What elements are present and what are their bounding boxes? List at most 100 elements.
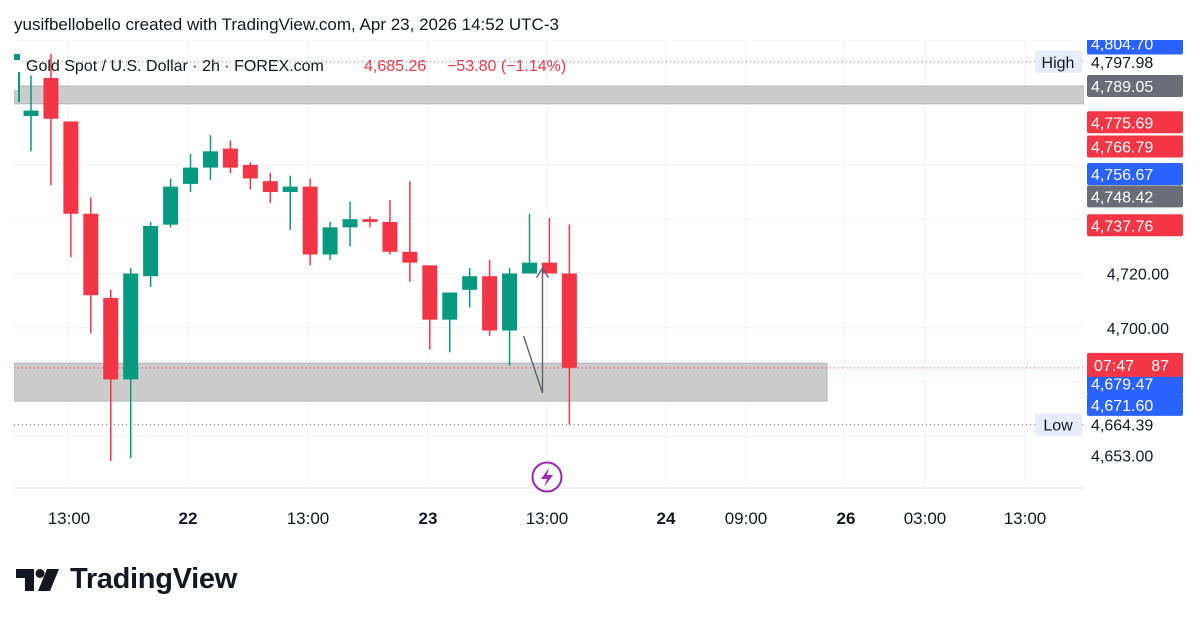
candle-body	[442, 292, 458, 320]
logo-text: TradingView	[70, 563, 237, 595]
price-tag-box	[1087, 111, 1183, 134]
lightning-icon[interactable]	[531, 461, 563, 493]
price-tag-box	[1087, 444, 1183, 467]
low-badge: Low	[1035, 413, 1082, 436]
price-tag-box	[1087, 135, 1183, 158]
candle[interactable]	[163, 178, 179, 228]
time-tick-label: 03:00	[904, 509, 947, 528]
candle[interactable]	[322, 221, 338, 260]
candle-body	[123, 273, 139, 380]
candle[interactable]	[462, 268, 478, 308]
candle[interactable]	[43, 53, 59, 186]
price-tick-label: 4,700.00	[1107, 321, 1169, 338]
candle-body	[462, 276, 478, 290]
candle[interactable]	[282, 175, 298, 231]
price-tag: 4,737.76	[1087, 214, 1183, 237]
price-tag-box	[1087, 162, 1183, 185]
candle-body	[143, 225, 159, 277]
arrow-line[interactable]	[522, 270, 544, 394]
zone-rectangle	[13, 362, 828, 402]
candle-body	[202, 151, 218, 168]
candle-body	[522, 262, 537, 274]
candle-body	[163, 186, 179, 225]
last-price-tag: 07:47 87	[1087, 352, 1183, 377]
low-badge-label: Low	[1043, 417, 1073, 434]
candle[interactable]	[183, 154, 199, 193]
price-tag-box	[1087, 372, 1183, 395]
candle[interactable]	[362, 216, 378, 228]
price-tag: 4,653.00	[1087, 444, 1183, 467]
price-tag: 4,766.79	[1087, 135, 1183, 158]
candle-body	[502, 273, 518, 331]
price-tag-box	[1087, 214, 1183, 237]
candle[interactable]	[63, 121, 79, 258]
tradingview-logo-icon	[16, 568, 59, 591]
high-badge-label: High	[1042, 55, 1075, 72]
candle[interactable]	[541, 217, 557, 274]
candle-body	[242, 164, 258, 179]
zones	[13, 85, 1085, 402]
time-tick-label: 13:00	[48, 509, 91, 528]
tradingview-logo: TradingView	[16, 563, 237, 596]
price-tag-box	[1087, 50, 1183, 73]
price-tag-label: 4,797.98	[1091, 55, 1153, 72]
high-badge-box	[1035, 50, 1082, 73]
price-tag-label: 4,789.05	[1091, 79, 1153, 96]
price-tag: 4,797.98	[1087, 50, 1183, 73]
candle-body	[342, 219, 358, 228]
time-tick-label: 24	[657, 509, 676, 528]
time-tick-label: 23	[419, 509, 438, 528]
candle[interactable]	[83, 197, 99, 334]
price-tag: 4,671.60	[1087, 393, 1183, 416]
candle[interactable]	[302, 178, 318, 266]
countdown-label: 07:47	[1094, 358, 1134, 375]
candle[interactable]	[222, 140, 238, 174]
candle[interactable]	[202, 135, 218, 180]
price-tag: 4,679.47	[1087, 372, 1183, 395]
candle[interactable]	[422, 265, 438, 350]
candle[interactable]	[103, 289, 119, 461]
candle[interactable]	[242, 162, 258, 190]
price-tag-label: 4,756.67	[1091, 167, 1153, 184]
candle-body	[23, 110, 39, 117]
price-tag-label: 4,748.42	[1091, 189, 1153, 206]
arrow-head[interactable]	[535, 266, 550, 278]
candle[interactable]	[561, 224, 577, 425]
low-badge-box	[1035, 413, 1082, 436]
candle-body	[561, 273, 577, 368]
candle-body	[382, 221, 398, 252]
candle-body	[482, 276, 498, 331]
time-tick-label: 13:00	[526, 509, 569, 528]
candle[interactable]	[502, 268, 518, 366]
time-tick-label: 13:00	[1004, 509, 1047, 528]
price-axis: 4,720.00 4,700.00 4,797.98 4,664.39 4,653.00…	[1035, 32, 1184, 488]
candle[interactable]	[402, 181, 418, 282]
time-axis: 13:00 22 13:00 23 13:00 24 09:00 26 03:00 13:00	[48, 509, 1047, 528]
high-badge: High	[1035, 50, 1082, 73]
candle[interactable]	[23, 75, 39, 152]
chart-area[interactable]: 4,720.00 4,700.00 4,797.98 4,664.39 4,653.00…	[13, 32, 1184, 536]
drawing-arrow	[522, 266, 550, 394]
time-tick-label: 26	[837, 509, 856, 528]
price-tag-box	[1087, 75, 1183, 98]
price-chart[interactable]: 4,720.00 4,700.00 4,797.98 4,664.39 4,653.00…	[13, 32, 1184, 536]
price-tag: 4,804.70	[1087, 32, 1183, 55]
candle[interactable]	[442, 292, 458, 353]
candle-body	[282, 186, 298, 193]
price-tag: 4,789.05	[1087, 75, 1183, 98]
chart-caption: yusifbellobello created with TradingView…	[14, 15, 559, 34]
candle[interactable]	[262, 173, 278, 203]
candle[interactable]	[482, 259, 498, 336]
candle[interactable]	[342, 201, 358, 247]
candle[interactable]	[522, 213, 537, 274]
zone-rectangle	[13, 85, 1085, 105]
candle[interactable]	[123, 268, 139, 459]
price-tag-label: 4,664.39	[1091, 417, 1153, 434]
time-tick-label: 22	[179, 509, 198, 528]
candle-body	[541, 262, 557, 274]
candle[interactable]	[143, 221, 159, 288]
price-tag-label: 4,804.70	[1091, 40, 1153, 54]
candle-body	[103, 297, 119, 380]
candle[interactable]	[382, 200, 398, 255]
candle-body	[63, 121, 79, 214]
